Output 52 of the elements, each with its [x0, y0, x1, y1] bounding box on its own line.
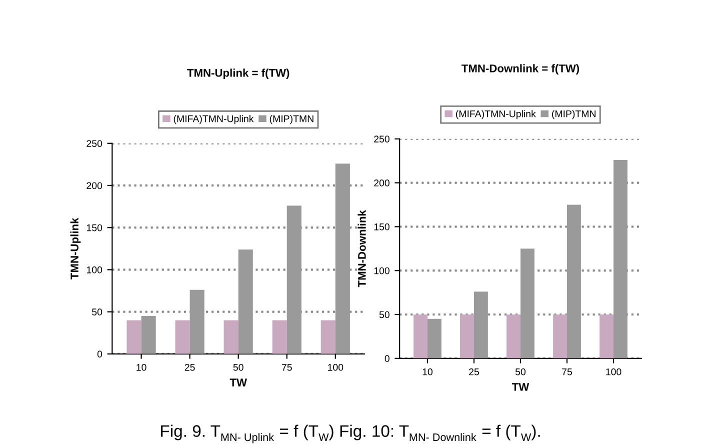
- x-tick-label: 10: [422, 368, 433, 376]
- x-tick-label: 25: [469, 368, 479, 376]
- y-tick-label: 200: [374, 180, 390, 186]
- bar: [414, 314, 428, 358]
- bar: [286, 206, 302, 354]
- legend-label: (MIP)TMN: [270, 115, 314, 124]
- y-tick-label: 150: [86, 224, 102, 232]
- x-tick-label: 75: [282, 364, 292, 371]
- bar: [614, 160, 628, 358]
- bar: [506, 314, 520, 358]
- y-axis-title: TMN-Downlink: [358, 210, 366, 288]
- y-tick-label: 150: [374, 223, 390, 230]
- bar: [141, 316, 156, 354]
- x-axis-title: TW: [512, 383, 530, 391]
- y-tick-label: 50: [92, 308, 102, 316]
- y-axis-title: TMN-Uplink: [70, 218, 81, 280]
- bar: [272, 320, 287, 354]
- bar: [126, 320, 142, 354]
- x-tick-label: 50: [233, 364, 244, 371]
- legend-label: (MIP)TMN: [552, 110, 596, 120]
- legend-label: (MIFA)TMN-Uplink: [456, 110, 536, 120]
- bar: [320, 320, 336, 354]
- x-tick-label: 25: [184, 364, 195, 371]
- y-tick-label: 0: [384, 355, 390, 362]
- bar: [474, 292, 488, 358]
- bar: [520, 248, 534, 358]
- y-tick-label: 200: [86, 182, 102, 190]
- y-tick-label: 250: [86, 140, 102, 147]
- bar: [600, 314, 614, 358]
- bar: [238, 249, 253, 354]
- bar: [427, 318, 442, 358]
- bar: [175, 320, 190, 354]
- x-axis-title: TW: [230, 378, 247, 386]
- bar: [553, 314, 567, 358]
- chart-title: TMN-Downlink = f(TW): [462, 64, 580, 75]
- x-tick-label: 100: [606, 368, 622, 376]
- bar: [567, 204, 581, 358]
- bar: [460, 314, 474, 358]
- y-tick-label: 0: [97, 350, 102, 358]
- x-tick-label: 75: [562, 368, 572, 376]
- x-tick-label: 50: [515, 368, 526, 376]
- y-tick-label: 100: [86, 266, 102, 274]
- y-tick-label: 50: [379, 311, 390, 318]
- bar: [335, 164, 350, 354]
- y-tick-label: 250: [374, 136, 390, 142]
- x-tick-label: 100: [328, 364, 344, 371]
- y-tick-label: 100: [374, 267, 390, 274]
- chart-title: TMN-Uplink = f(TW): [187, 68, 290, 79]
- bar: [190, 290, 204, 354]
- x-tick-label: 10: [136, 364, 146, 371]
- bar: [224, 320, 238, 354]
- legend-label: (MIFA)TMN-Uplink: [174, 115, 254, 124]
